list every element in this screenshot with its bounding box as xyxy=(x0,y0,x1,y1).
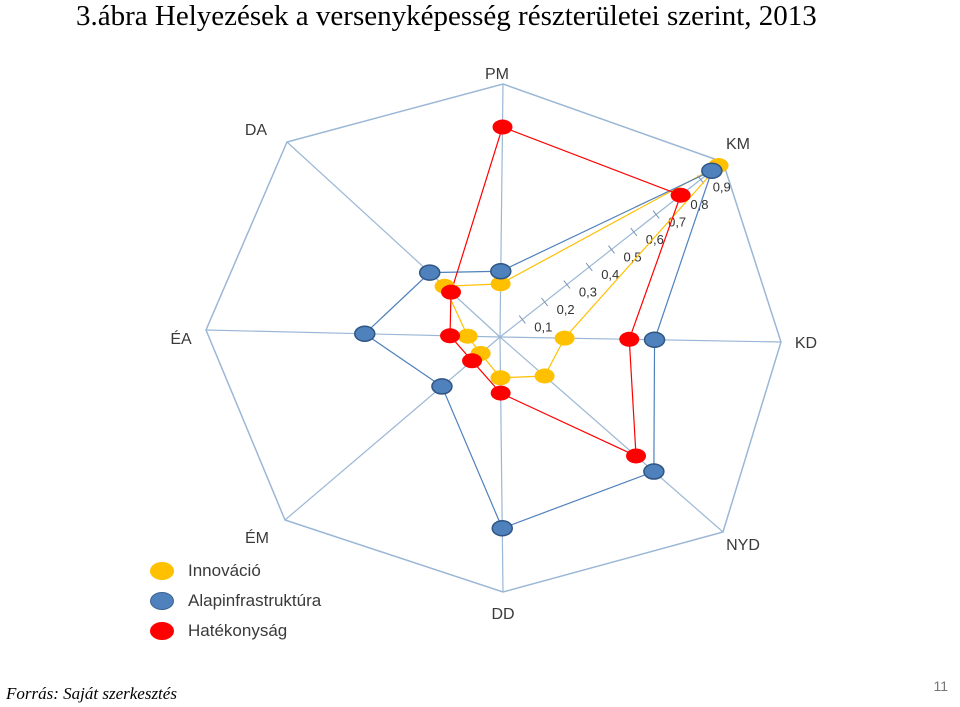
source-note: Forrás: Saját szerkesztés xyxy=(6,684,177,703)
data-point xyxy=(441,284,462,300)
axis-label: NYD xyxy=(726,537,760,554)
scale-tick xyxy=(630,227,638,237)
data-point xyxy=(490,385,511,401)
scale-tick xyxy=(518,315,526,324)
data-point xyxy=(457,328,478,344)
axis-label: KM xyxy=(726,136,750,153)
radar-spoke xyxy=(499,336,724,533)
data-point xyxy=(418,264,441,281)
radar-frame xyxy=(205,83,782,593)
data-point xyxy=(643,331,666,348)
legend-item: Innováció xyxy=(150,556,321,586)
scale-tick xyxy=(652,210,660,219)
axis-label: ÉA xyxy=(170,329,192,348)
scale-label: 0,3 xyxy=(579,285,597,300)
scale-label: 0,5 xyxy=(624,250,642,265)
axis-label: PM xyxy=(485,66,509,83)
axis-label: ÉM xyxy=(245,528,269,547)
data-point xyxy=(670,187,691,203)
data-point xyxy=(490,370,511,386)
legend-item: Hatékonyság xyxy=(150,616,321,646)
data-point xyxy=(491,520,513,537)
scale-label: 0,1 xyxy=(534,320,552,335)
data-point xyxy=(490,276,511,292)
axis-label: DD xyxy=(491,606,514,623)
radar-spoke xyxy=(284,336,501,521)
scale-label: 0,8 xyxy=(690,197,708,212)
data-point xyxy=(462,353,483,369)
data-point xyxy=(490,262,512,280)
scale-label: 0,9 xyxy=(713,180,731,195)
legend-marker-innovacio xyxy=(150,562,174,580)
axis-label: KD xyxy=(795,335,817,352)
legend-marker-alapinfrastruktura xyxy=(150,592,174,610)
legend-label: Innováció xyxy=(188,561,261,580)
axis-label: DA xyxy=(245,122,268,139)
legend-label: Hatékonyság xyxy=(188,621,288,640)
legend-item: Alapinfrastruktúra xyxy=(150,586,321,616)
data-point xyxy=(440,328,461,344)
data-point xyxy=(701,162,723,179)
scale-label: 0,6 xyxy=(646,232,664,247)
legend-label: Alapinfrastruktúra xyxy=(188,591,322,610)
data-point xyxy=(626,448,647,464)
chart-title: 3.ábra Helyezések a versenyképesség rész… xyxy=(76,0,817,32)
page-number: 11 xyxy=(933,678,948,694)
data-point xyxy=(354,325,376,343)
scale-label: 0,2 xyxy=(557,302,575,317)
data-point xyxy=(431,378,453,395)
data-point xyxy=(554,330,575,346)
scale-tick xyxy=(541,297,549,307)
legend: Innováció Alapinfrastruktúra Hatékonyság xyxy=(150,556,321,646)
scale-tick xyxy=(608,245,615,254)
legend-marker-hatekonysag xyxy=(150,622,174,640)
data-point xyxy=(643,463,665,480)
radar-spoke xyxy=(286,141,501,338)
data-point xyxy=(534,368,555,384)
scale-label: 0,4 xyxy=(601,267,619,282)
series-line xyxy=(449,126,682,457)
scale-tick xyxy=(563,280,571,289)
scale-tick xyxy=(585,262,593,272)
data-point xyxy=(492,119,513,135)
radar-spoke xyxy=(499,336,782,343)
data-point xyxy=(619,331,640,347)
